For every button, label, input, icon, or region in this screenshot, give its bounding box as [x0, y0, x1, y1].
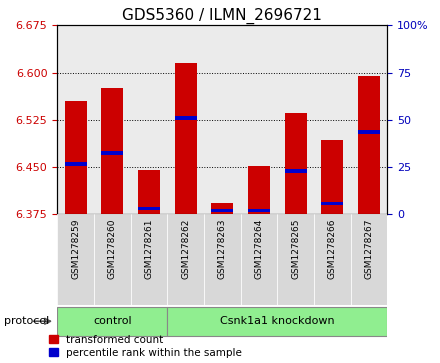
Bar — [138, 170, 160, 214]
Bar — [57, 306, 167, 336]
Bar — [167, 306, 387, 336]
Bar — [204, 25, 241, 214]
Bar — [314, 214, 351, 305]
Bar — [167, 214, 204, 305]
Bar — [138, 207, 160, 211]
Text: protocol: protocol — [4, 316, 50, 326]
Bar — [101, 88, 123, 214]
Bar — [65, 101, 87, 214]
Bar — [204, 214, 241, 305]
Legend: transformed count, percentile rank within the sample: transformed count, percentile rank withi… — [49, 335, 242, 358]
Bar — [351, 214, 387, 305]
Text: GSM1278263: GSM1278263 — [218, 219, 227, 279]
Bar — [175, 63, 197, 214]
Bar — [285, 114, 307, 214]
Bar — [241, 25, 277, 214]
Bar — [94, 214, 131, 305]
Bar — [101, 151, 123, 155]
Text: Csnk1a1 knockdown: Csnk1a1 knockdown — [220, 316, 334, 326]
Text: GSM1278260: GSM1278260 — [108, 219, 117, 279]
Bar — [248, 208, 270, 212]
Bar — [358, 76, 380, 214]
Bar — [211, 203, 233, 214]
Bar — [65, 162, 87, 166]
Text: GSM1278259: GSM1278259 — [71, 219, 80, 279]
Bar — [314, 25, 351, 214]
Bar — [175, 116, 197, 120]
Bar — [167, 25, 204, 214]
Bar — [351, 25, 387, 214]
Text: GSM1278265: GSM1278265 — [291, 219, 300, 279]
Bar — [321, 201, 343, 205]
Bar — [321, 140, 343, 214]
Title: GDS5360 / ILMN_2696721: GDS5360 / ILMN_2696721 — [122, 8, 322, 24]
Bar — [131, 25, 167, 214]
Text: GSM1278267: GSM1278267 — [364, 219, 374, 279]
Bar — [94, 25, 131, 214]
Bar — [57, 25, 94, 214]
Text: GSM1278266: GSM1278266 — [328, 219, 337, 279]
Bar — [241, 214, 277, 305]
Bar — [57, 214, 94, 305]
Text: GSM1278262: GSM1278262 — [181, 219, 190, 279]
Bar — [211, 208, 233, 212]
Bar — [277, 214, 314, 305]
Text: GSM1278264: GSM1278264 — [254, 219, 264, 279]
Text: control: control — [93, 316, 132, 326]
Bar — [285, 169, 307, 173]
Text: GSM1278261: GSM1278261 — [144, 219, 154, 279]
Bar — [131, 214, 167, 305]
Bar — [277, 25, 314, 214]
Bar — [248, 166, 270, 214]
Bar — [358, 130, 380, 134]
